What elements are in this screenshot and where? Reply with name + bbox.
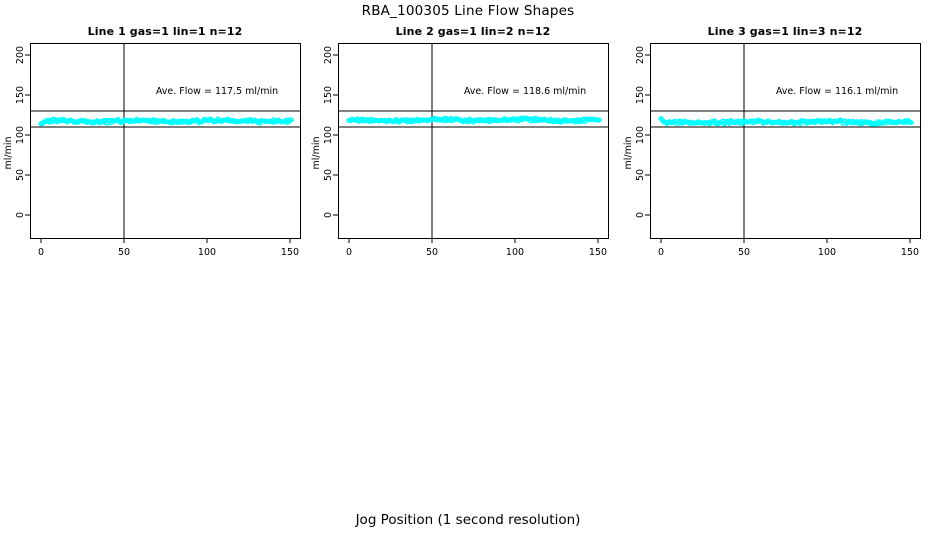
data-point [596, 117, 602, 123]
x-tick-label: 150 [901, 247, 919, 258]
y-tick-label: 150 [635, 86, 646, 104]
ave-flow-annotation: Ave. Flow = 116.1 ml/min [776, 86, 898, 97]
x-tick-label: 50 [738, 247, 750, 258]
data-series [658, 116, 914, 127]
y-tick-label: 50 [15, 169, 26, 181]
y-tick-label: 200 [635, 46, 646, 64]
y-axis-title: ml/min [623, 136, 634, 169]
y-tick-label: 200 [323, 46, 334, 64]
y-tick-label: 100 [15, 126, 26, 144]
y-axis-title: ml/min [3, 136, 14, 169]
y-tick-label: 200 [15, 46, 26, 64]
x-tick-label: 150 [281, 247, 299, 258]
plot-frame [338, 43, 609, 239]
plot-frame [30, 43, 301, 239]
y-tick-label: 0 [15, 212, 26, 218]
y-tick-label: 50 [635, 169, 646, 181]
data-series [346, 115, 602, 125]
y-tick-label: 100 [635, 126, 646, 144]
panel-title: Line 2 gas=1 lin=2 n=12 [396, 25, 551, 38]
ave-flow-annotation: Ave. Flow = 117.5 ml/min [156, 86, 278, 97]
x-tick-label: 100 [818, 247, 836, 258]
figure-title: RBA_100305 Line Flow Shapes [361, 3, 575, 19]
x-tick-label: 100 [198, 247, 216, 258]
x-tick-label: 50 [118, 247, 130, 258]
panel-title: Line 1 gas=1 lin=1 n=12 [88, 25, 243, 38]
x-tick-label: 150 [589, 247, 607, 258]
y-tick-label: 150 [323, 86, 334, 104]
panel-3: Line 3 gas=1 lin=3 n=12 0 50 100 150 200 0 50 10… [623, 25, 921, 258]
x-tick-label: 50 [426, 247, 438, 258]
x-axis-title: Jog Position (1 second resolution) [355, 512, 581, 528]
x-tick-label: 100 [506, 247, 524, 258]
y-tick-label: 0 [635, 212, 646, 218]
x-tick-label: 0 [38, 247, 44, 258]
x-tick-label: 0 [658, 247, 664, 258]
data-point [908, 120, 914, 126]
y-tick-label: 100 [323, 126, 334, 144]
plot-frame [650, 43, 921, 239]
y-axis-title: ml/min [311, 136, 322, 169]
y-tick-label: 0 [323, 212, 334, 218]
panel-1: Line 1 gas=1 lin=1 n=12 0 50 100 150 200 0 50 10… [3, 25, 301, 258]
y-tick-label: 50 [323, 169, 334, 181]
data-point [288, 117, 294, 123]
panel-title: Line 3 gas=1 lin=3 n=12 [708, 25, 863, 38]
data-series [38, 116, 294, 127]
panel-2: Line 2 gas=1 lin=2 n=12 0 50 100 150 200 0 50 10… [311, 25, 609, 258]
y-tick-label: 150 [15, 86, 26, 104]
ave-flow-annotation: Ave. Flow = 118.6 ml/min [464, 86, 586, 97]
x-tick-label: 0 [346, 247, 352, 258]
